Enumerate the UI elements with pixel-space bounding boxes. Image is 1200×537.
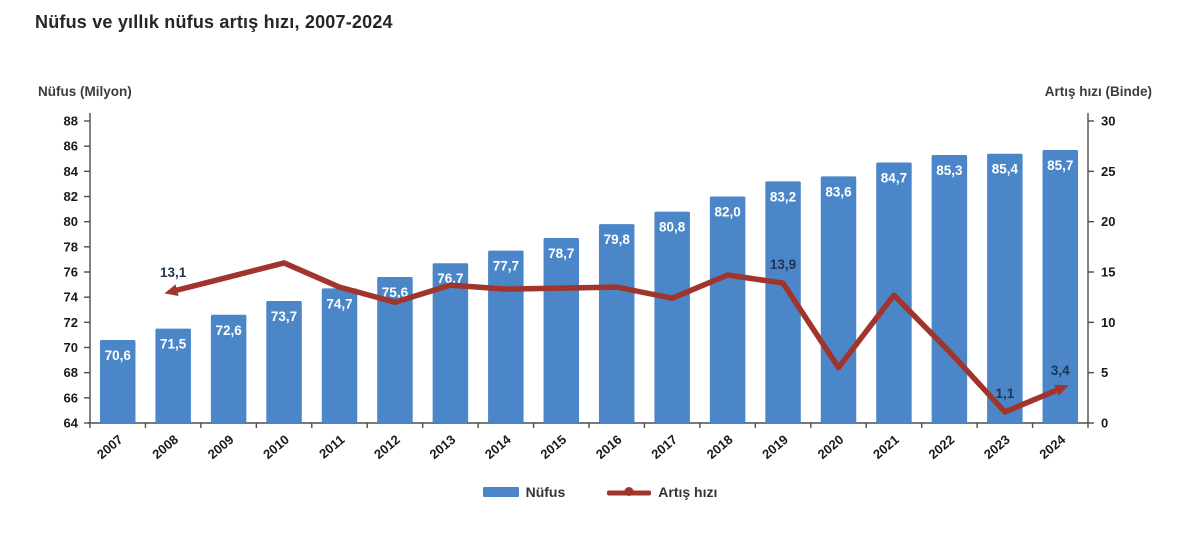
bar-2024 xyxy=(1042,149,1079,424)
chart-title: Nüfus ve yıllık nüfus artış hızı, 2007-2… xyxy=(35,12,393,32)
legend-item-nufus: Nüfus xyxy=(482,484,566,500)
line-end-arrowhead xyxy=(1054,384,1069,396)
bar-2023 xyxy=(987,153,1023,423)
bar-label-2015: 78,7 xyxy=(548,246,574,261)
left-axis-tick-label: 86 xyxy=(64,139,78,154)
bar-label-2014: 77,7 xyxy=(493,259,519,274)
left-axis-title: Nüfus (Milyon) xyxy=(38,84,132,99)
bar-label-2013: 76,7 xyxy=(437,271,463,286)
right-axis-tick-label: 10 xyxy=(1101,315,1115,330)
legend-item-artis-hizi: Artış hızı xyxy=(606,484,718,500)
bar-2014 xyxy=(488,250,524,423)
x-axis-label-2008: 2008 xyxy=(149,432,181,462)
line-start-arrowhead xyxy=(164,284,179,296)
bar-2007 xyxy=(99,339,136,423)
bar-2016 xyxy=(598,224,635,423)
bar-label-2010: 73,7 xyxy=(271,309,297,324)
legend: Nüfus Artış hızı xyxy=(0,484,1200,500)
x-axis-label-2022: 2022 xyxy=(926,432,958,462)
bar-label-2018: 82,0 xyxy=(714,205,740,220)
bar-2017 xyxy=(654,211,690,423)
right-axis-tick-label: 25 xyxy=(1101,164,1115,179)
bar-series-swatch xyxy=(482,487,519,497)
growth-rate-line xyxy=(172,260,1062,415)
line-label-2024: 3,4 xyxy=(1051,363,1070,378)
bar-2011 xyxy=(321,288,358,423)
bar-2013 xyxy=(432,263,469,423)
left-axis-tick-label: 70 xyxy=(64,340,78,355)
bar-2022 xyxy=(931,154,968,423)
legend-label-nufus: Nüfus xyxy=(525,484,566,500)
x-axis-label-2007: 2007 xyxy=(94,432,126,462)
bar-label-2007: 70,6 xyxy=(105,348,132,363)
line-label-2008: 13,1 xyxy=(160,265,187,280)
left-axis-tick-label: 74 xyxy=(64,290,79,305)
bar-label-2024: 85,7 xyxy=(1047,158,1073,173)
bar-label-2008: 71,5 xyxy=(160,337,187,352)
right-axis-tick-label: 15 xyxy=(1101,265,1115,280)
line-label-2019: 13,9 xyxy=(770,257,796,272)
bar-label-2021: 84,7 xyxy=(881,171,907,186)
bar-label-2019: 83,2 xyxy=(770,189,796,204)
x-axis-label-2011: 2011 xyxy=(316,432,347,462)
left-axis-tick-label: 78 xyxy=(64,239,78,254)
x-axis-label-2024: 2024 xyxy=(1036,431,1068,462)
bar-label-2011: 74,7 xyxy=(326,296,352,311)
bar-label-2012: 75,6 xyxy=(382,285,409,300)
x-axis-label-2023: 2023 xyxy=(981,432,1013,462)
line-label-2023: 1,1 xyxy=(995,386,1014,401)
x-axis-label-2019: 2019 xyxy=(759,432,791,462)
left-axis-tick-label: 82 xyxy=(64,189,78,204)
x-axis-label-2017: 2017 xyxy=(648,432,680,462)
left-axis-tick-label: 88 xyxy=(64,114,78,129)
bar-2008 xyxy=(155,328,191,423)
bar-label-2022: 85,3 xyxy=(936,163,963,178)
x-axis-label-2016: 2016 xyxy=(593,432,625,462)
bar-2015 xyxy=(543,238,580,423)
line-series-swatch xyxy=(606,486,652,498)
bar-2012 xyxy=(377,277,413,423)
legend-label-artis-hizi: Artış hızı xyxy=(658,484,718,500)
x-axis-label-2018: 2018 xyxy=(704,432,736,462)
bar-2010 xyxy=(266,300,302,423)
bar-label-2009: 72,6 xyxy=(215,323,242,338)
left-axis-tick-label: 64 xyxy=(64,416,79,431)
x-axis-label-2021: 2021 xyxy=(870,432,902,462)
right-axis-title: Artış hızı (Binde) xyxy=(1044,84,1152,99)
left-axis-tick-label: 84 xyxy=(64,164,79,179)
left-axis-tick-label: 76 xyxy=(64,265,78,280)
bar-2018 xyxy=(709,196,746,423)
bar-label-2016: 79,8 xyxy=(604,232,631,247)
x-axis-label-2010: 2010 xyxy=(260,432,292,462)
bar-label-2020: 83,6 xyxy=(825,184,852,199)
x-axis-label-2009: 2009 xyxy=(205,432,237,462)
bar-2009 xyxy=(210,314,247,423)
x-axis-label-2012: 2012 xyxy=(371,432,403,462)
x-axis-label-2015: 2015 xyxy=(537,432,569,462)
bar-label-2023: 85,4 xyxy=(992,162,1019,177)
left-axis-tick-label: 66 xyxy=(64,390,78,405)
bar-label-2017: 80,8 xyxy=(659,220,686,235)
right-axis-tick-label: 5 xyxy=(1101,365,1108,380)
x-axis-label-2013: 2013 xyxy=(427,432,459,462)
right-axis-tick-label: 20 xyxy=(1101,214,1115,229)
bar-2020 xyxy=(820,176,857,423)
left-axis-tick-label: 80 xyxy=(64,214,78,229)
left-axis-tick-label: 72 xyxy=(64,315,78,330)
x-axis-label-2020: 2020 xyxy=(815,432,847,462)
x-axis-label-2014: 2014 xyxy=(482,431,514,462)
right-axis-tick-label: 30 xyxy=(1101,114,1115,129)
bar-2019 xyxy=(765,181,801,423)
left-axis-tick-label: 68 xyxy=(64,365,78,380)
right-axis-tick-label: 0 xyxy=(1101,416,1108,431)
